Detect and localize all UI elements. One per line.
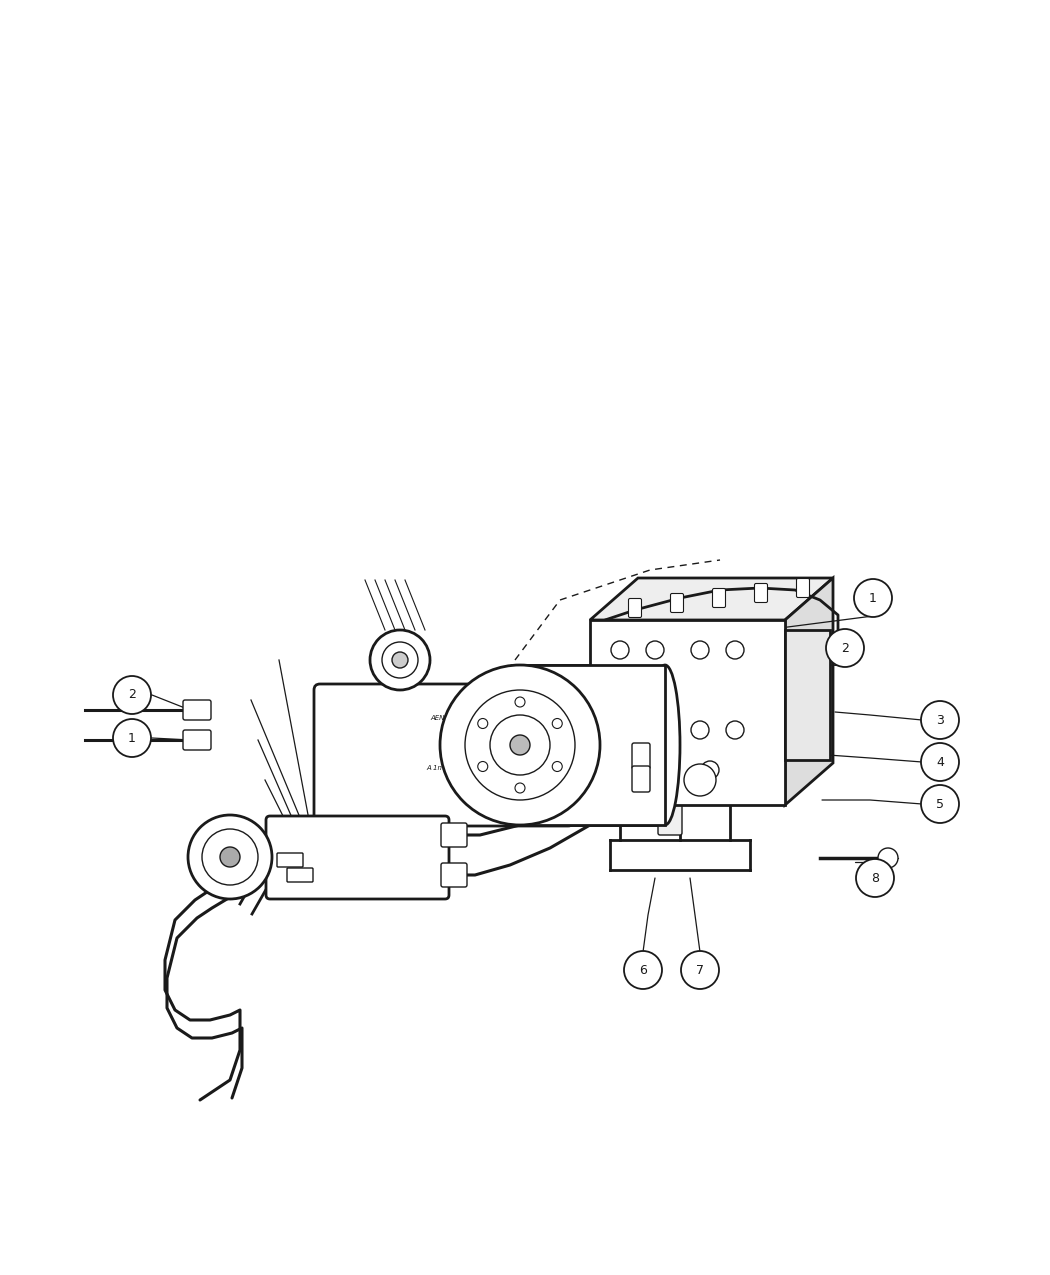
Text: 7: 7 xyxy=(696,964,704,977)
Text: 8: 8 xyxy=(872,872,879,885)
Polygon shape xyxy=(590,578,833,620)
Circle shape xyxy=(465,690,575,799)
Circle shape xyxy=(651,761,669,779)
Circle shape xyxy=(478,761,488,771)
Circle shape xyxy=(856,859,894,898)
Text: 4: 4 xyxy=(936,756,944,769)
Circle shape xyxy=(514,783,525,793)
Circle shape xyxy=(854,579,892,617)
FancyBboxPatch shape xyxy=(671,593,684,612)
Text: 1: 1 xyxy=(869,592,877,604)
Circle shape xyxy=(440,666,600,825)
Circle shape xyxy=(448,827,462,842)
Circle shape xyxy=(681,951,719,989)
Circle shape xyxy=(691,641,709,659)
Circle shape xyxy=(921,701,959,739)
Text: 2: 2 xyxy=(128,688,135,701)
Text: 2: 2 xyxy=(841,641,849,654)
Circle shape xyxy=(188,815,272,899)
FancyBboxPatch shape xyxy=(287,868,313,882)
Circle shape xyxy=(611,681,629,699)
Circle shape xyxy=(220,847,240,867)
Text: 3: 3 xyxy=(936,714,944,727)
Circle shape xyxy=(651,681,669,699)
Text: 5: 5 xyxy=(936,797,944,811)
Circle shape xyxy=(726,720,744,739)
Circle shape xyxy=(701,761,719,779)
Circle shape xyxy=(113,719,151,757)
FancyBboxPatch shape xyxy=(590,620,785,805)
Circle shape xyxy=(826,629,864,667)
Circle shape xyxy=(552,761,562,771)
Text: 1: 1 xyxy=(128,732,135,745)
Circle shape xyxy=(514,697,525,708)
Circle shape xyxy=(490,715,550,775)
Circle shape xyxy=(552,719,562,728)
Circle shape xyxy=(878,848,898,868)
FancyBboxPatch shape xyxy=(755,584,768,603)
Circle shape xyxy=(684,764,716,796)
Circle shape xyxy=(921,743,959,782)
Circle shape xyxy=(634,764,666,796)
FancyBboxPatch shape xyxy=(713,589,726,607)
Circle shape xyxy=(113,676,151,714)
FancyBboxPatch shape xyxy=(632,743,650,769)
FancyBboxPatch shape xyxy=(314,683,574,826)
FancyBboxPatch shape xyxy=(266,816,449,899)
Polygon shape xyxy=(520,666,665,825)
FancyBboxPatch shape xyxy=(277,853,303,867)
FancyBboxPatch shape xyxy=(797,579,810,598)
Circle shape xyxy=(510,734,530,755)
FancyBboxPatch shape xyxy=(441,822,467,847)
Polygon shape xyxy=(785,630,830,760)
FancyBboxPatch shape xyxy=(183,700,211,720)
Circle shape xyxy=(478,719,488,728)
Polygon shape xyxy=(785,578,833,805)
FancyBboxPatch shape xyxy=(183,731,211,750)
Circle shape xyxy=(921,785,959,822)
Circle shape xyxy=(202,829,258,885)
Circle shape xyxy=(452,868,465,882)
Text: AENK: AENK xyxy=(430,715,449,720)
Circle shape xyxy=(611,641,629,659)
FancyBboxPatch shape xyxy=(441,863,467,887)
Circle shape xyxy=(726,641,744,659)
FancyBboxPatch shape xyxy=(658,655,682,835)
Circle shape xyxy=(392,652,408,668)
FancyBboxPatch shape xyxy=(632,766,650,792)
FancyBboxPatch shape xyxy=(629,598,642,617)
Circle shape xyxy=(624,951,662,989)
Text: 6: 6 xyxy=(639,964,647,977)
Circle shape xyxy=(646,641,664,659)
Text: A 1max: A 1max xyxy=(426,765,454,771)
Circle shape xyxy=(691,720,709,739)
Circle shape xyxy=(370,630,430,690)
Ellipse shape xyxy=(650,666,680,825)
Circle shape xyxy=(382,643,418,678)
